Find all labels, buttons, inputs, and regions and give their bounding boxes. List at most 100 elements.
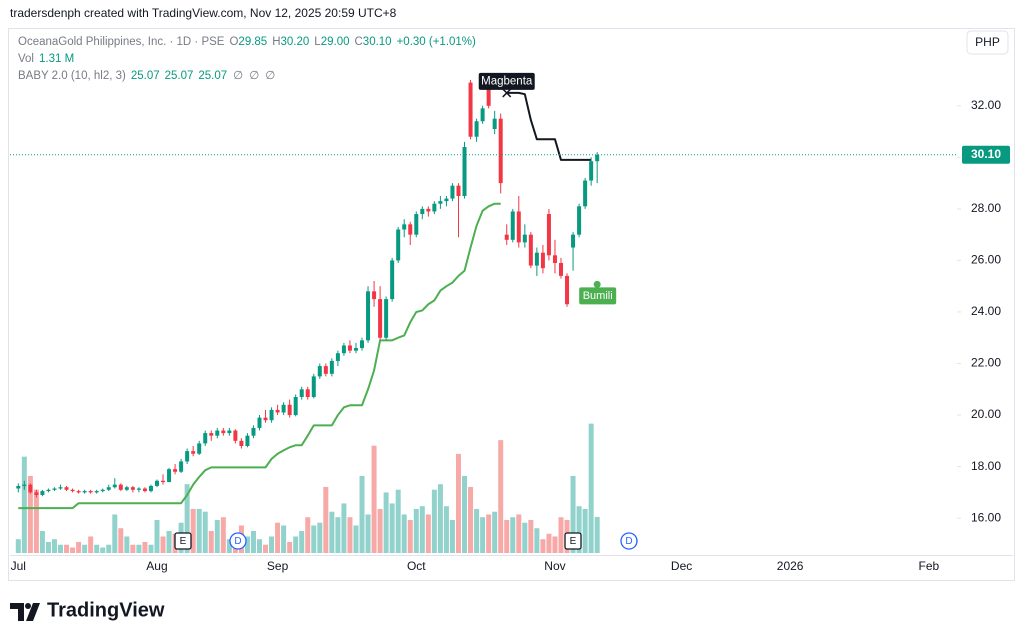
buy-label: Bumili <box>583 290 613 302</box>
volume-bar <box>528 519 534 553</box>
sell-label: Magbenta <box>481 75 533 87</box>
candle-body <box>239 440 244 446</box>
candle-body <box>64 487 69 490</box>
volume-bar <box>401 514 407 553</box>
volume-bar <box>474 508 480 553</box>
candle-body <box>528 234 533 266</box>
x-tick-label: Sep <box>267 559 289 573</box>
candle-body <box>130 487 135 490</box>
volume-bar <box>588 423 594 553</box>
volume-bar <box>106 544 112 553</box>
indicator-value: 25.07 <box>131 70 160 82</box>
volume-bar <box>142 541 148 553</box>
candle-body <box>293 397 298 416</box>
volume-bar <box>118 528 124 553</box>
candle-body <box>203 433 208 444</box>
volume-bar <box>498 440 504 553</box>
earnings-label: E <box>180 536 187 547</box>
volume-bar <box>15 539 21 553</box>
candle-body <box>185 451 190 462</box>
candle-body <box>450 185 455 199</box>
symbol: OceanaGold Philippines, Inc. · 1D · PSE <box>18 36 225 48</box>
brand-name: TradingView <box>47 599 165 621</box>
dividend-marker <box>620 532 638 550</box>
candle-body <box>438 201 443 204</box>
y-tick-label: 16.00 <box>971 510 1001 524</box>
volume-bar <box>449 519 455 553</box>
ohlc-value: 29.85 <box>238 36 267 48</box>
volume-bar <box>33 489 39 553</box>
volume-bar <box>365 514 371 553</box>
candle-body <box>504 234 509 240</box>
candle-body <box>161 480 166 483</box>
candle-body <box>408 224 413 235</box>
volume-bar <box>58 544 64 553</box>
legend-row: OceanaGold Philippines, Inc. · 1D · PSE O… <box>18 36 476 48</box>
volume-bar <box>250 530 256 553</box>
volume-bar <box>269 536 275 553</box>
candle-body <box>191 451 196 454</box>
volume-bar <box>552 536 558 553</box>
volume-bar <box>257 539 262 553</box>
buy-marker <box>593 280 601 288</box>
currency-label[interactable]: PHP <box>975 35 1000 49</box>
candle-body <box>540 252 545 269</box>
candle-body <box>269 409 274 421</box>
last-price-label: 30.10 <box>971 147 1001 161</box>
candle-body <box>52 488 57 490</box>
volume-bar <box>136 544 142 553</box>
volume-bar <box>112 514 118 553</box>
candle-body <box>414 214 419 235</box>
candle-body <box>124 487 129 490</box>
candle-body <box>275 409 280 413</box>
candle-body <box>426 208 431 212</box>
volume-bar <box>21 456 27 553</box>
sell-label-box <box>478 72 535 90</box>
candle-body <box>317 366 322 377</box>
volume-bar <box>371 445 377 553</box>
candle-body <box>486 87 491 106</box>
volume-bar <box>413 508 419 553</box>
candle-body <box>402 224 407 230</box>
ohlc-value: 29.00 <box>321 36 350 48</box>
candle-body <box>510 211 515 240</box>
currency-button[interactable] <box>966 30 1009 55</box>
candle-body <box>546 214 551 256</box>
volume-bar <box>389 503 395 553</box>
volume-bar <box>82 544 88 553</box>
candle-body <box>516 211 521 243</box>
candle-body <box>148 485 153 492</box>
volume-bar <box>359 475 365 553</box>
brand-logo <box>10 603 40 621</box>
ohlc-key: L <box>314 36 321 48</box>
candle-body <box>70 489 75 492</box>
earnings-marker <box>174 532 192 550</box>
earnings-marker <box>564 532 582 550</box>
volume-bar <box>70 547 76 553</box>
candle-body <box>16 485 21 489</box>
indicator-empty: ∅ <box>233 70 243 82</box>
candle-body <box>347 345 352 351</box>
volume-bar <box>570 475 576 553</box>
buy-label-box <box>579 287 617 305</box>
candle-body <box>88 491 93 493</box>
candle-body <box>372 291 377 300</box>
volume-bar <box>480 517 486 553</box>
y-tick-label: 18.00 <box>971 459 1001 473</box>
byline: tradersdenph created with TradingView.co… <box>10 6 397 20</box>
volume-bar <box>281 525 287 553</box>
volume-bar <box>425 514 431 553</box>
volume-bar <box>27 475 33 553</box>
volume-bar <box>190 508 196 553</box>
volume-bar <box>594 516 600 553</box>
legend-row: Vol 1.31 M <box>18 53 74 65</box>
candle-body <box>305 389 310 398</box>
last-price-box <box>962 145 1010 164</box>
volume-bar <box>329 511 335 553</box>
x-tick-label: Dec <box>671 559 692 573</box>
volume-bar <box>546 533 552 553</box>
candle-body <box>209 433 214 436</box>
volume-bar <box>558 517 564 553</box>
volume-bar <box>534 528 540 553</box>
volume-bar <box>395 489 401 553</box>
